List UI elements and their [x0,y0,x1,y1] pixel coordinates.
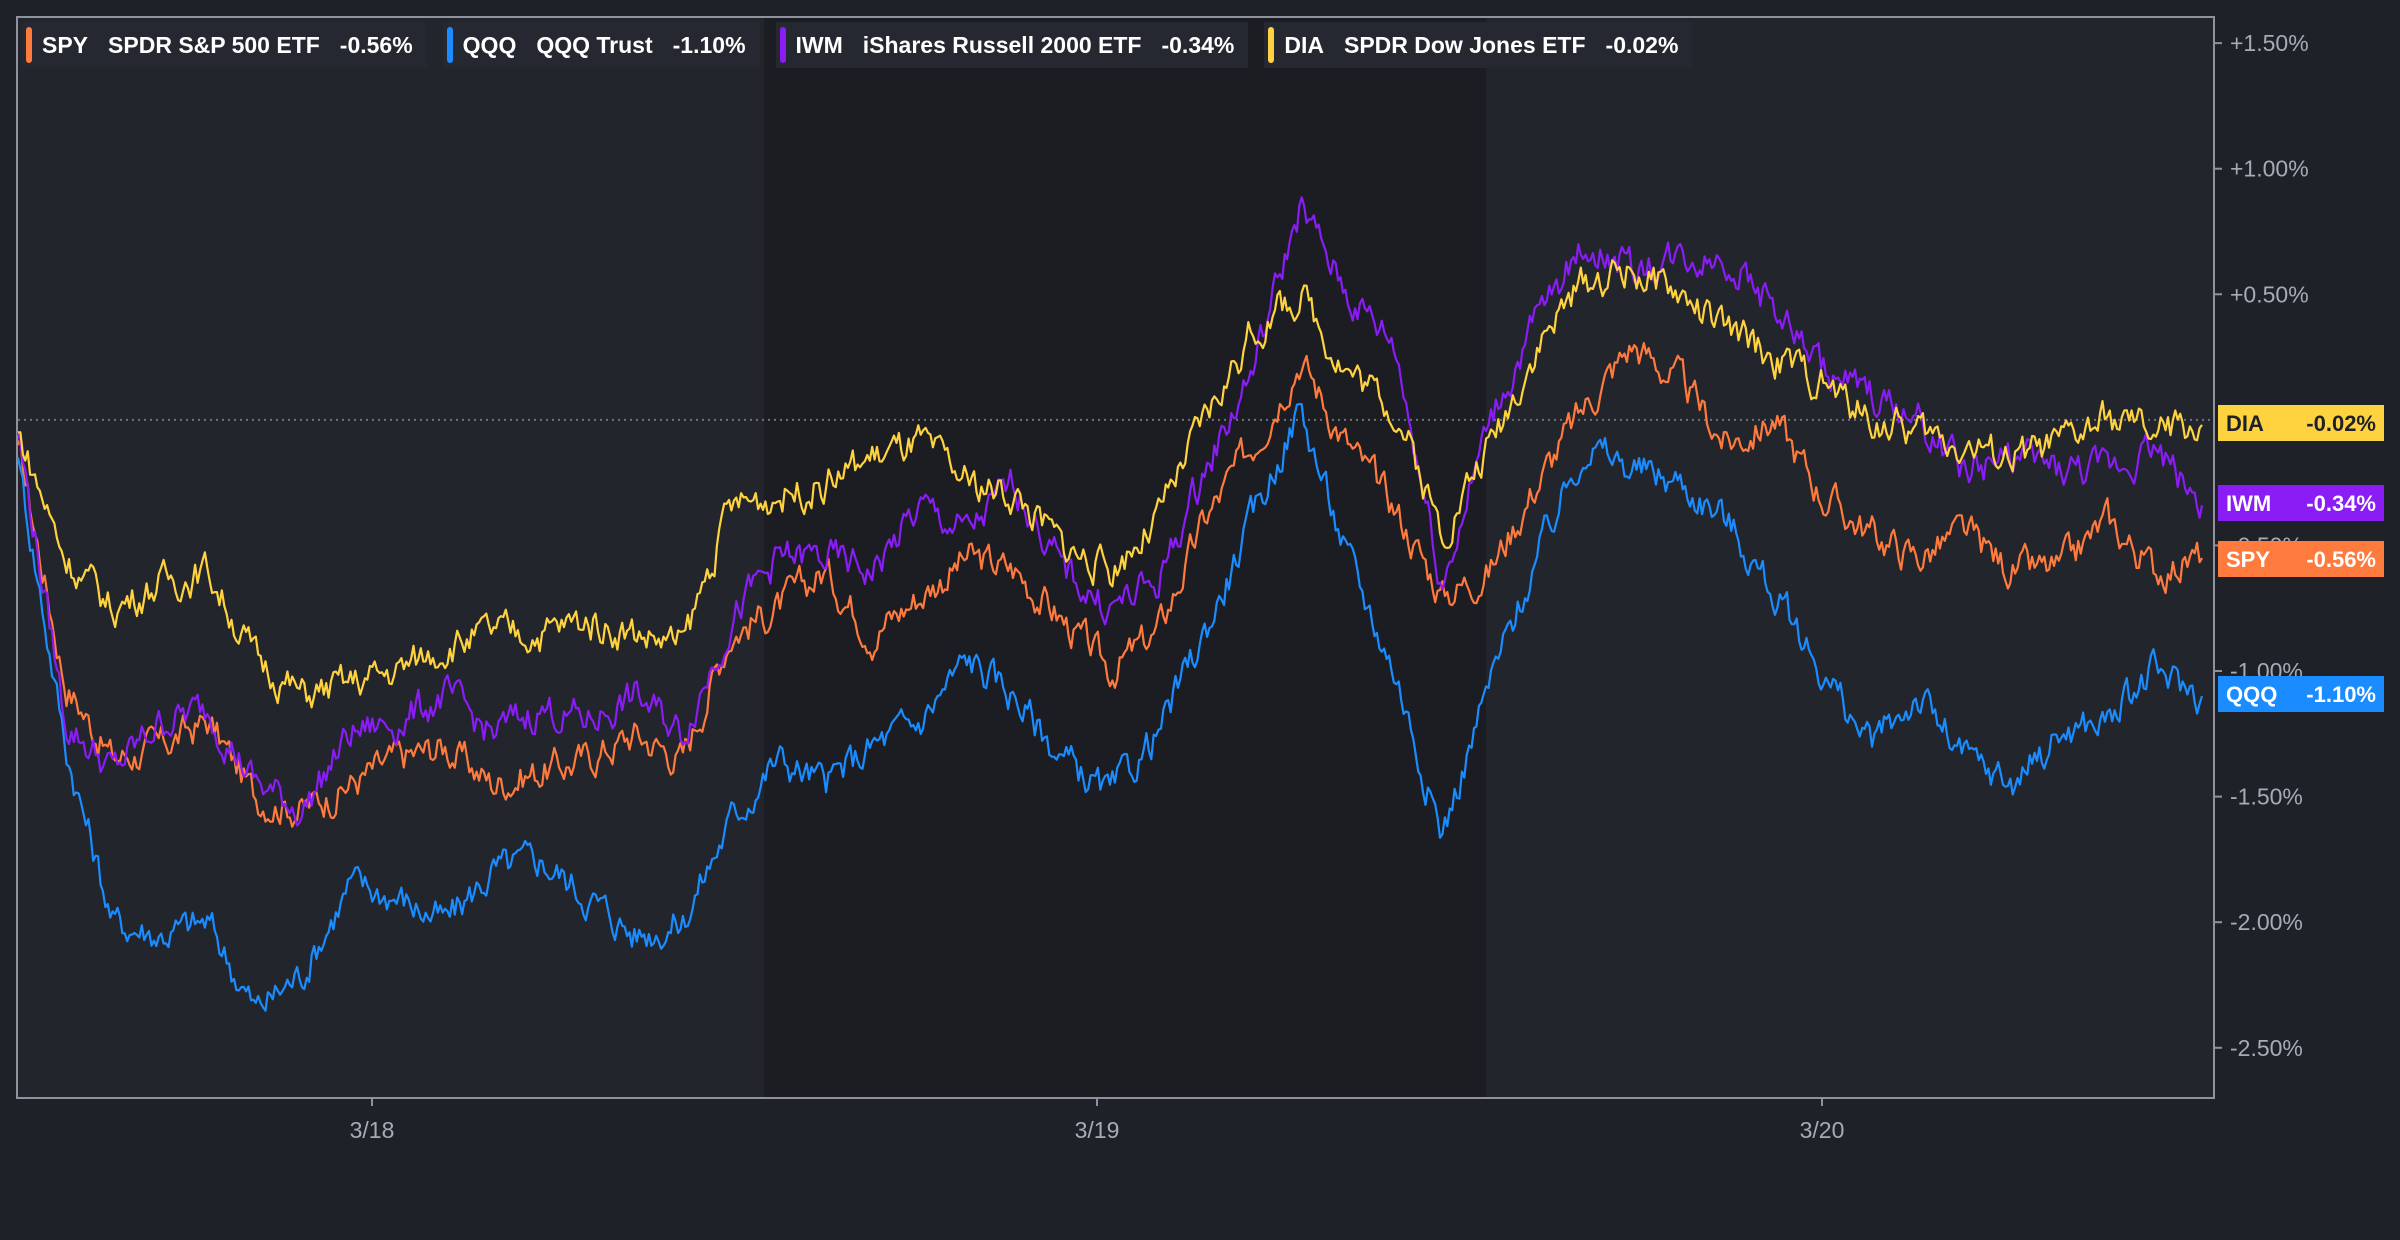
x-axis: 3/18 3/19 3/20 [350,1098,1845,1143]
y-tick-label: -1.50% [2230,784,2303,810]
y-tick-label: -2.00% [2230,909,2303,935]
value-tag-symbol: SPY [2226,547,2270,572]
value-tag-symbol: IWM [2226,491,2271,516]
x-tick-label: 3/18 [350,1117,395,1143]
plot-frame [16,16,2215,1099]
value-tag-change: -0.02% [2306,411,2376,436]
value-tag-symbol: DIA [2226,411,2264,436]
value-tag-bg [2218,405,2384,441]
legend-symbol: QQQ [462,31,517,58]
series-line-dia[interactable] [17,259,2203,709]
shaded-session-1 [18,18,764,1098]
x-tick-label: 3/19 [1075,1117,1120,1143]
legend-symbol: IWM [795,31,843,58]
value-tag-iwm: IWM -0.34% [2218,485,2384,521]
value-tag-change: -0.56% [2306,547,2376,572]
legend-swatch-spy [26,27,32,63]
x-tick-label: 3/20 [1800,1117,1845,1143]
series-line-qqq[interactable] [16,403,2204,1012]
value-tag-qqq: QQQ -1.10% [2218,676,2384,712]
y-tick-label: +1.50% [2230,30,2309,56]
legend-symbol: DIA [1284,31,1324,58]
legend-symbol: SPY [42,31,89,58]
legend-swatch-qqq [446,27,453,63]
legend-swatch-iwm [779,27,786,63]
legend-name: QQQ Trust [536,31,653,58]
series-line-iwm[interactable] [16,196,2204,827]
legend-name: iShares Russell 2000 ETF [862,31,1142,58]
legend-item-iwm[interactable]: IWM iShares Russell 2000 ETF -0.34% [775,22,1249,68]
legend-name: SPDR S&P 500 ETF [108,31,320,58]
legend-item-dia[interactable]: DIA SPDR Dow Jones ETF -0.02% [1264,22,1693,68]
y-tick-label: +0.50% [2230,281,2309,307]
y-tick-label: +1.00% [2230,156,2309,182]
value-tag-symbol: QQQ [2226,682,2277,707]
shaded-session-2 [764,18,1486,1098]
legend-change: -0.34% [1161,31,1235,58]
value-tag-spy: SPY -0.56% [2218,541,2384,577]
shaded-session-3 [1486,18,2214,1098]
y-tick-label: -2.50% [2230,1035,2303,1061]
legend-item-qqq[interactable]: QQQ QQQ Trust -1.10% [442,22,760,68]
legend-change: -0.02% [1605,31,1679,58]
legend-name: SPDR Dow Jones ETF [1343,31,1586,58]
legend-item-spy[interactable]: SPY SPDR S&P 500 ETF -0.56% [22,22,427,68]
series-lines [16,196,2204,1012]
legend-change: -0.56% [339,31,413,58]
value-tag-bg [2218,541,2384,577]
legend: SPY SPDR S&P 500 ETF -0.56% QQQ QQQ Trus… [22,22,1693,68]
value-tag-change: -0.34% [2306,491,2376,516]
legend-swatch-dia [1268,27,1275,63]
value-tag-dia: DIA -0.02% [2218,405,2384,441]
legend-change: -1.10% [672,31,746,58]
value-tag-bg [2218,485,2384,521]
series-line-spy[interactable] [16,342,2203,828]
last-value-tags: DIA -0.02% IWM -0.34% SPY -0.56% QQQ -1.10% [2218,405,2384,712]
value-tag-bg [2218,676,2384,712]
value-tag-change: -1.10% [2306,682,2376,707]
